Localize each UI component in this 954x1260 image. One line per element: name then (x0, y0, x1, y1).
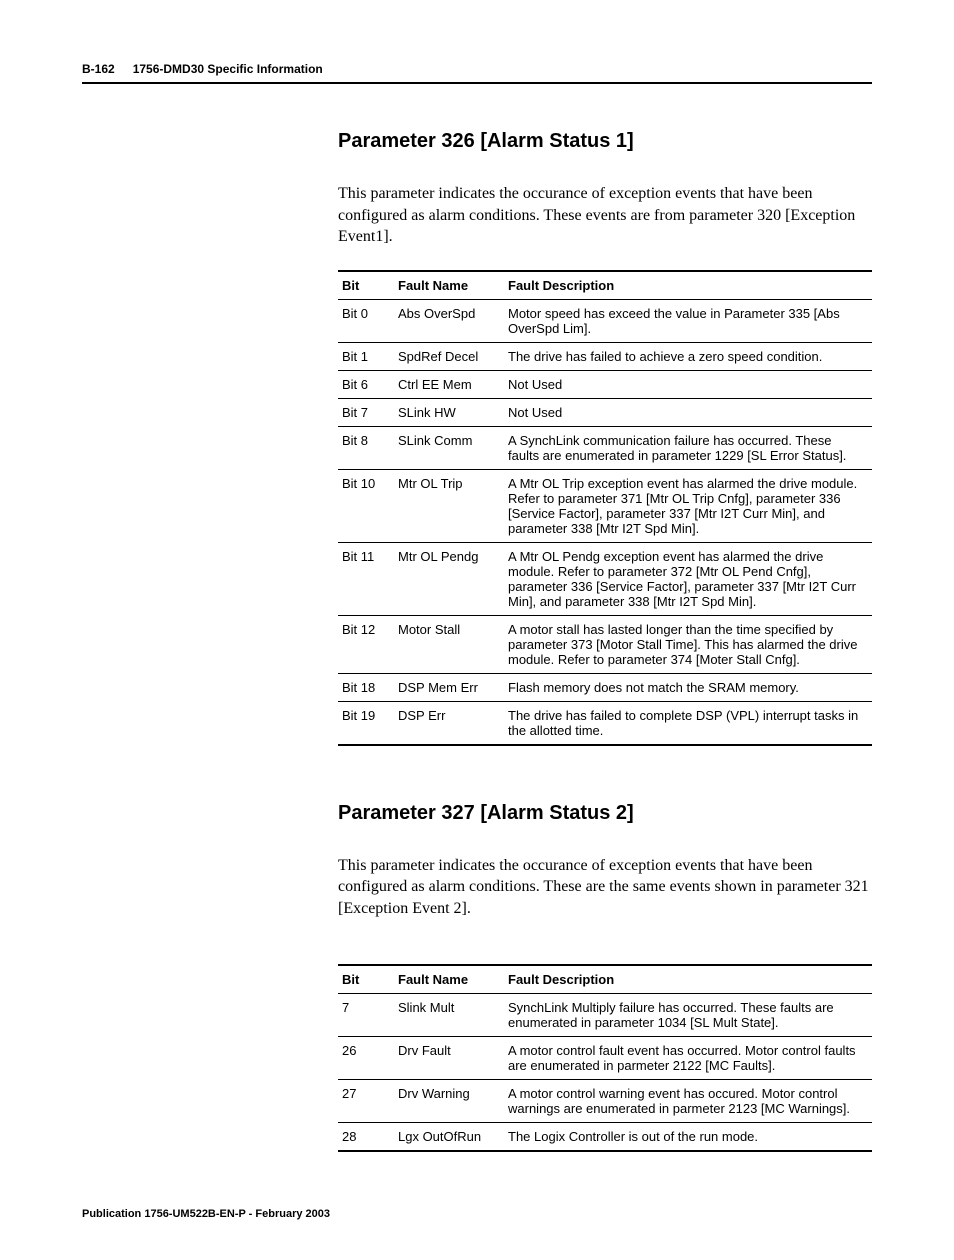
cell-bit: Bit 11 (338, 542, 394, 615)
cell-name: Slink Mult (394, 993, 504, 1036)
table-row: Bit 6 Ctrl EE Mem Not Used (338, 370, 872, 398)
table-row: 27 Drv Warning A motor control warning e… (338, 1079, 872, 1122)
alarm-status-1-table: Bit Fault Name Fault Description Bit 0 A… (338, 270, 872, 746)
cell-bit: Bit 10 (338, 469, 394, 542)
table-row: Bit 1 SpdRef Decel The drive has failed … (338, 342, 872, 370)
cell-desc: Motor speed has exceed the value in Para… (504, 299, 872, 342)
col-fault-desc: Fault Description (504, 965, 872, 994)
page-number: B-162 (82, 62, 115, 76)
document-title: 1756-DMD30 Specific Information (133, 62, 323, 76)
cell-desc: Not Used (504, 398, 872, 426)
publication-line: Publication 1756-UM522B-EN-P - February … (82, 1208, 872, 1220)
cell-bit: Bit 7 (338, 398, 394, 426)
cell-name: Motor Stall (394, 615, 504, 673)
cell-bit: Bit 0 (338, 299, 394, 342)
cell-bit: Bit 12 (338, 615, 394, 673)
section-title: Parameter 327 [Alarm Status 2] (338, 802, 872, 825)
table-row: Bit 18 DSP Mem Err Flash memory does not… (338, 673, 872, 701)
page-content: Parameter 326 [Alarm Status 1] This para… (338, 130, 872, 1152)
cell-desc: Not Used (504, 370, 872, 398)
cell-bit: 28 (338, 1122, 394, 1151)
cell-name: SLink HW (394, 398, 504, 426)
cell-desc: The drive has failed to achieve a zero s… (504, 342, 872, 370)
cell-bit: Bit 19 (338, 701, 394, 745)
cell-bit: 27 (338, 1079, 394, 1122)
cell-name: Mtr OL Pendg (394, 542, 504, 615)
table-row: Bit 19 DSP Err The drive has failed to c… (338, 701, 872, 745)
cell-name: DSP Err (394, 701, 504, 745)
cell-desc: The drive has failed to complete DSP (VP… (504, 701, 872, 745)
section-intro: This parameter indicates the occurance o… (338, 183, 872, 248)
section-title: Parameter 326 [Alarm Status 1] (338, 130, 872, 153)
cell-bit: 7 (338, 993, 394, 1036)
col-bit: Bit (338, 271, 394, 300)
cell-desc: The Logix Controller is out of the run m… (504, 1122, 872, 1151)
cell-desc: SynchLink Multiply failure has occurred.… (504, 993, 872, 1036)
cell-desc: A Mtr OL Trip exception event has alarme… (504, 469, 872, 542)
table-row: Bit 11 Mtr OL Pendg A Mtr OL Pendg excep… (338, 542, 872, 615)
cell-bit: Bit 18 (338, 673, 394, 701)
table-row: Bit 7 SLink HW Not Used (338, 398, 872, 426)
col-fault-name: Fault Name (394, 271, 504, 300)
cell-name: Mtr OL Trip (394, 469, 504, 542)
table-row: 26 Drv Fault A motor control fault event… (338, 1036, 872, 1079)
cell-name: SLink Comm (394, 426, 504, 469)
running-header: B-162 1756-DMD30 Specific Information (82, 62, 872, 84)
col-fault-name: Fault Name (394, 965, 504, 994)
cell-bit: Bit 1 (338, 342, 394, 370)
cell-desc: A Mtr OL Pendg exception event has alarm… (504, 542, 872, 615)
table-row: Bit 12 Motor Stall A motor stall has las… (338, 615, 872, 673)
cell-desc: A motor control fault event has occurred… (504, 1036, 872, 1079)
cell-desc: A SynchLink communication failure has oc… (504, 426, 872, 469)
table-row: Bit 0 Abs OverSpd Motor speed has exceed… (338, 299, 872, 342)
cell-name: Drv Fault (394, 1036, 504, 1079)
col-bit: Bit (338, 965, 394, 994)
table-header-row: Bit Fault Name Fault Description (338, 271, 872, 300)
cell-name: SpdRef Decel (394, 342, 504, 370)
cell-desc: Flash memory does not match the SRAM mem… (504, 673, 872, 701)
cell-name: Abs OverSpd (394, 299, 504, 342)
table-row: Bit 10 Mtr OL Trip A Mtr OL Trip excepti… (338, 469, 872, 542)
cell-bit: 26 (338, 1036, 394, 1079)
cell-bit: Bit 6 (338, 370, 394, 398)
col-fault-desc: Fault Description (504, 271, 872, 300)
table-row: Bit 8 SLink Comm A SynchLink communicati… (338, 426, 872, 469)
spacer (338, 942, 872, 964)
cell-bit: Bit 8 (338, 426, 394, 469)
cell-name: DSP Mem Err (394, 673, 504, 701)
table-row: 28 Lgx OutOfRun The Logix Controller is … (338, 1122, 872, 1151)
alarm-status-2-table: Bit Fault Name Fault Description 7 Slink… (338, 964, 872, 1152)
cell-desc: A motor control warning event has occure… (504, 1079, 872, 1122)
cell-name: Ctrl EE Mem (394, 370, 504, 398)
table-header-row: Bit Fault Name Fault Description (338, 965, 872, 994)
cell-name: Drv Warning (394, 1079, 504, 1122)
cell-desc: A motor stall has lasted longer than the… (504, 615, 872, 673)
section-intro: This parameter indicates the occurance o… (338, 855, 872, 920)
table-row: 7 Slink Mult SynchLink Multiply failure … (338, 993, 872, 1036)
cell-name: Lgx OutOfRun (394, 1122, 504, 1151)
